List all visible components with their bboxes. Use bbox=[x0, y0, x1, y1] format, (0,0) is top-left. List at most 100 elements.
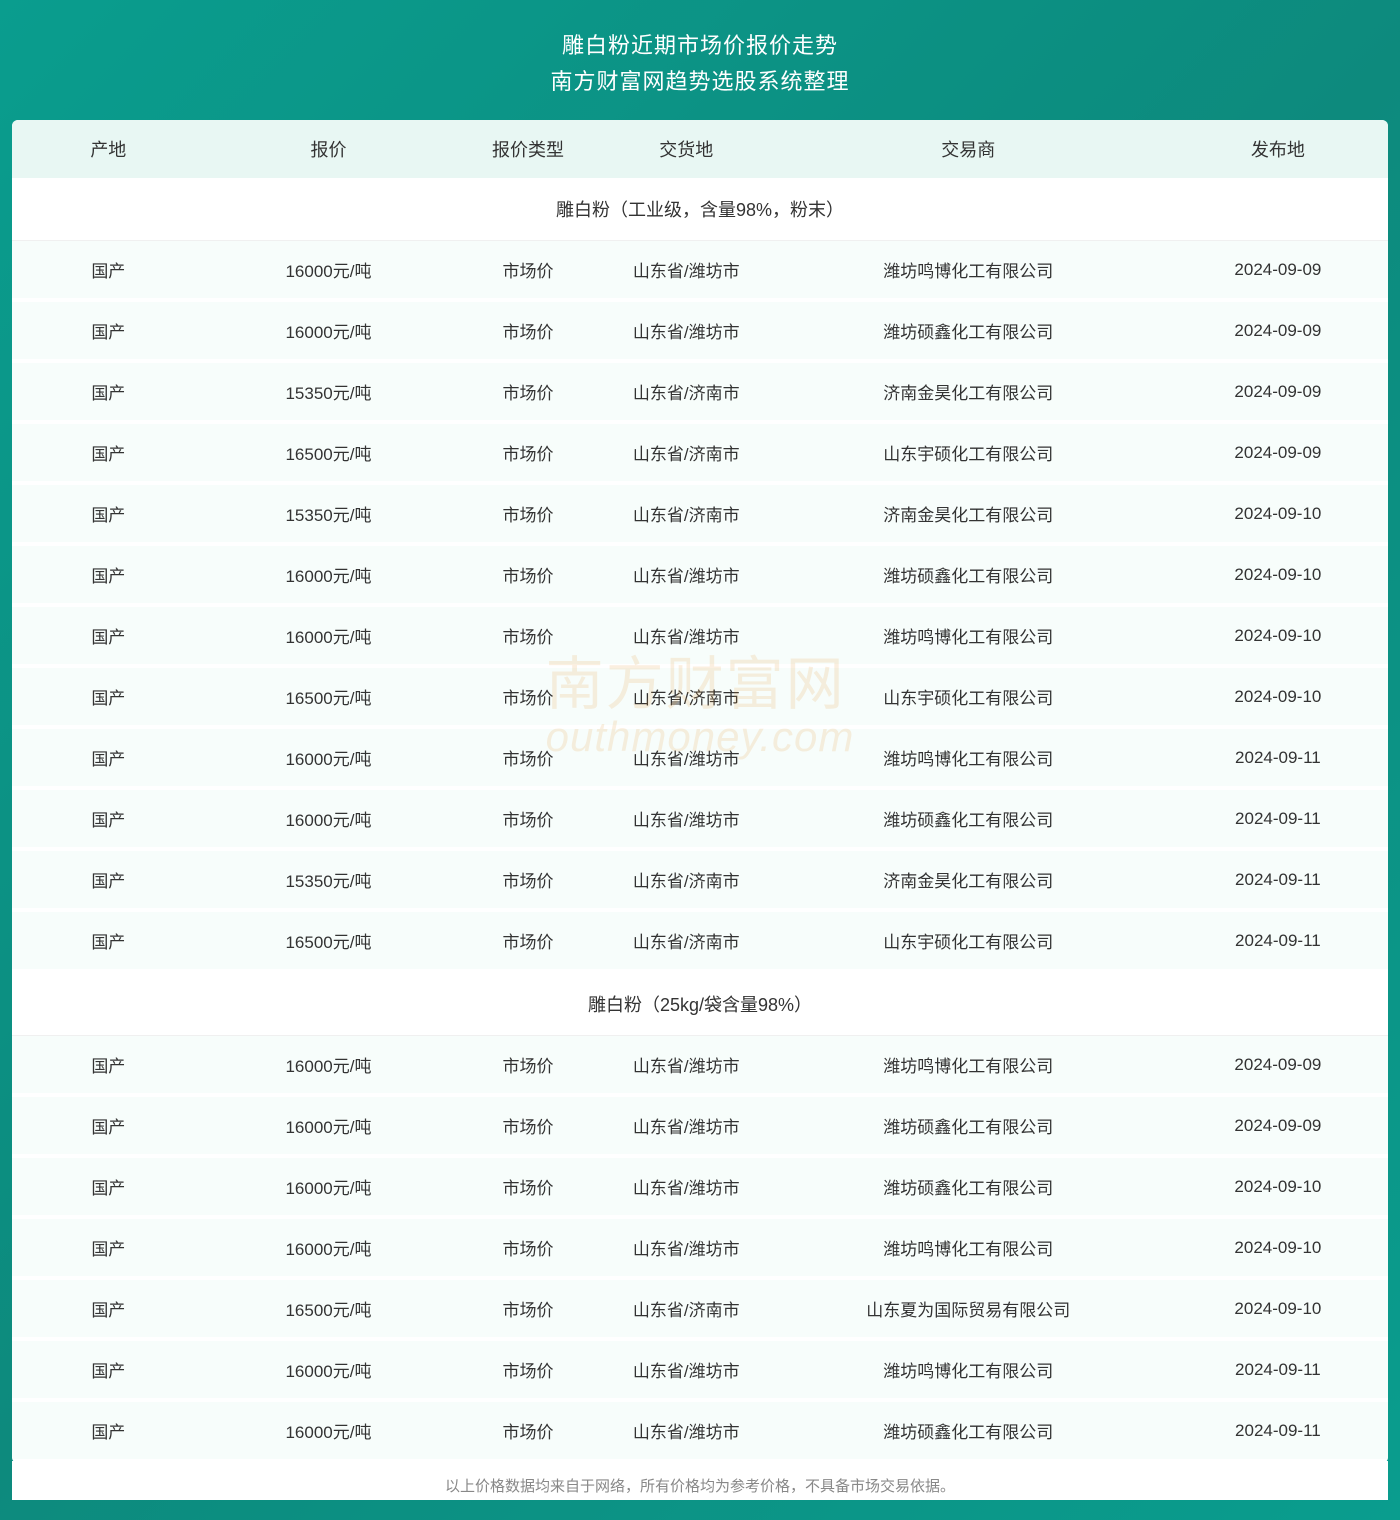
table-cell: 国产 bbox=[12, 607, 205, 668]
table-cell: 潍坊硕鑫化工有限公司 bbox=[769, 302, 1168, 363]
section-title-row: 雕白粉（25kg/袋含量98%） bbox=[12, 973, 1388, 1036]
table-cell: 潍坊鸣博化工有限公司 bbox=[769, 1219, 1168, 1280]
table-cell: 市场价 bbox=[452, 912, 603, 973]
table-cell: 16000元/吨 bbox=[205, 607, 453, 668]
table-cell: 山东省/济南市 bbox=[604, 912, 769, 973]
table-cell: 16000元/吨 bbox=[205, 1158, 453, 1219]
table-cell: 山东夏为国际贸易有限公司 bbox=[769, 1280, 1168, 1341]
table-cell: 山东省/济南市 bbox=[604, 1280, 769, 1341]
table-cell: 16000元/吨 bbox=[205, 546, 453, 607]
table-row: 国产16500元/吨市场价山东省/济南市山东夏为国际贸易有限公司2024-09-… bbox=[12, 1280, 1388, 1341]
table-cell: 潍坊硕鑫化工有限公司 bbox=[769, 1402, 1168, 1463]
table-cell: 市场价 bbox=[452, 1280, 603, 1341]
table-cell: 山东省/潍坊市 bbox=[604, 241, 769, 302]
table-cell: 2024-09-11 bbox=[1168, 1402, 1388, 1463]
table-cell: 济南金昊化工有限公司 bbox=[769, 851, 1168, 912]
table-cell: 国产 bbox=[12, 1219, 205, 1280]
table-row: 国产15350元/吨市场价山东省/济南市济南金昊化工有限公司2024-09-09 bbox=[12, 363, 1388, 424]
table-cell: 国产 bbox=[12, 424, 205, 485]
table-cell: 市场价 bbox=[452, 1158, 603, 1219]
table-cell: 15350元/吨 bbox=[205, 485, 453, 546]
col-loc: 交货地 bbox=[604, 120, 769, 178]
section-title: 雕白粉（工业级，含量98%，粉末） bbox=[12, 178, 1388, 241]
table-row: 国产16000元/吨市场价山东省/潍坊市潍坊硕鑫化工有限公司2024-09-10 bbox=[12, 1158, 1388, 1219]
table-cell: 16000元/吨 bbox=[205, 790, 453, 851]
table-cell: 16000元/吨 bbox=[205, 1219, 453, 1280]
table-cell: 山东宇硕化工有限公司 bbox=[769, 424, 1168, 485]
table-cell: 2024-09-11 bbox=[1168, 1341, 1388, 1402]
title-main: 雕白粉近期市场价报价走势 bbox=[12, 28, 1388, 60]
table-cell: 16500元/吨 bbox=[205, 912, 453, 973]
table-cell: 16000元/吨 bbox=[205, 1097, 453, 1158]
section-title-row: 雕白粉（工业级，含量98%，粉末） bbox=[12, 178, 1388, 241]
table-cell: 山东省/济南市 bbox=[604, 851, 769, 912]
table-cell: 山东省/潍坊市 bbox=[604, 790, 769, 851]
table-cell: 山东省/潍坊市 bbox=[604, 1402, 769, 1463]
table-cell: 2024-09-10 bbox=[1168, 485, 1388, 546]
table-cell: 国产 bbox=[12, 912, 205, 973]
table-row: 国产16500元/吨市场价山东省/济南市山东宇硕化工有限公司2024-09-11 bbox=[12, 912, 1388, 973]
table-row: 国产16000元/吨市场价山东省/潍坊市潍坊鸣博化工有限公司2024-09-10 bbox=[12, 607, 1388, 668]
table-cell: 2024-09-11 bbox=[1168, 912, 1388, 973]
table-cell: 山东省/潍坊市 bbox=[604, 546, 769, 607]
table-cell: 2024-09-10 bbox=[1168, 607, 1388, 668]
table-cell: 市场价 bbox=[452, 363, 603, 424]
table-cell: 潍坊鸣博化工有限公司 bbox=[769, 1036, 1168, 1097]
table-cell: 潍坊鸣博化工有限公司 bbox=[769, 729, 1168, 790]
table-cell: 国产 bbox=[12, 363, 205, 424]
table-cell: 潍坊鸣博化工有限公司 bbox=[769, 1341, 1168, 1402]
page-header: 雕白粉近期市场价报价走势 南方财富网趋势选股系统整理 bbox=[12, 20, 1388, 120]
table-cell: 山东省/潍坊市 bbox=[604, 607, 769, 668]
table-cell: 16000元/吨 bbox=[205, 1402, 453, 1463]
table-cell: 国产 bbox=[12, 1036, 205, 1097]
table-cell: 济南金昊化工有限公司 bbox=[769, 485, 1168, 546]
table-cell: 16500元/吨 bbox=[205, 424, 453, 485]
table-row: 国产16000元/吨市场价山东省/潍坊市潍坊硕鑫化工有限公司2024-09-09 bbox=[12, 1097, 1388, 1158]
table-cell: 市场价 bbox=[452, 1402, 603, 1463]
table-cell: 2024-09-11 bbox=[1168, 790, 1388, 851]
col-trader: 交易商 bbox=[769, 120, 1168, 178]
table-cell: 山东省/济南市 bbox=[604, 424, 769, 485]
table-cell: 16000元/吨 bbox=[205, 241, 453, 302]
section-title: 雕白粉（25kg/袋含量98%） bbox=[12, 973, 1388, 1036]
table-cell: 2024-09-09 bbox=[1168, 424, 1388, 485]
table-cell: 16500元/吨 bbox=[205, 668, 453, 729]
table-cell: 国产 bbox=[12, 546, 205, 607]
table-cell: 16000元/吨 bbox=[205, 302, 453, 363]
table-cell: 山东宇硕化工有限公司 bbox=[769, 912, 1168, 973]
table-row: 国产16000元/吨市场价山东省/潍坊市潍坊鸣博化工有限公司2024-09-09 bbox=[12, 1036, 1388, 1097]
table-cell: 山东省/潍坊市 bbox=[604, 1158, 769, 1219]
table-cell: 2024-09-10 bbox=[1168, 668, 1388, 729]
table-cell: 山东省/潍坊市 bbox=[604, 729, 769, 790]
table-cell: 山东省/潍坊市 bbox=[604, 302, 769, 363]
table-cell: 国产 bbox=[12, 729, 205, 790]
table-cell: 潍坊硕鑫化工有限公司 bbox=[769, 1097, 1168, 1158]
table-cell: 2024-09-09 bbox=[1168, 1036, 1388, 1097]
table-cell: 市场价 bbox=[452, 1097, 603, 1158]
table-cell: 山东省/济南市 bbox=[604, 485, 769, 546]
table-cell: 15350元/吨 bbox=[205, 363, 453, 424]
table-cell: 市场价 bbox=[452, 302, 603, 363]
table-cell: 2024-09-09 bbox=[1168, 363, 1388, 424]
table-cell: 国产 bbox=[12, 1280, 205, 1341]
table-cell: 2024-09-11 bbox=[1168, 729, 1388, 790]
table-cell: 潍坊硕鑫化工有限公司 bbox=[769, 546, 1168, 607]
table-cell: 市场价 bbox=[452, 668, 603, 729]
table-cell: 市场价 bbox=[452, 485, 603, 546]
table-cell: 市场价 bbox=[452, 790, 603, 851]
table-cell: 山东宇硕化工有限公司 bbox=[769, 668, 1168, 729]
table-cell: 国产 bbox=[12, 1402, 205, 1463]
table-cell: 2024-09-10 bbox=[1168, 546, 1388, 607]
table-row: 国产16000元/吨市场价山东省/潍坊市潍坊鸣博化工有限公司2024-09-11 bbox=[12, 729, 1388, 790]
table-cell: 16000元/吨 bbox=[205, 1341, 453, 1402]
table-cell: 市场价 bbox=[452, 1219, 603, 1280]
table-cell: 2024-09-09 bbox=[1168, 1097, 1388, 1158]
title-sub: 南方财富网趋势选股系统整理 bbox=[12, 64, 1388, 96]
table-cell: 市场价 bbox=[452, 1341, 603, 1402]
table-cell: 16500元/吨 bbox=[205, 1280, 453, 1341]
table-cell: 国产 bbox=[12, 485, 205, 546]
table-row: 国产16000元/吨市场价山东省/潍坊市潍坊鸣博化工有限公司2024-09-10 bbox=[12, 1219, 1388, 1280]
table-cell: 国产 bbox=[12, 851, 205, 912]
table-cell: 2024-09-09 bbox=[1168, 241, 1388, 302]
table-row: 国产16000元/吨市场价山东省/潍坊市潍坊硕鑫化工有限公司2024-09-11 bbox=[12, 1402, 1388, 1463]
